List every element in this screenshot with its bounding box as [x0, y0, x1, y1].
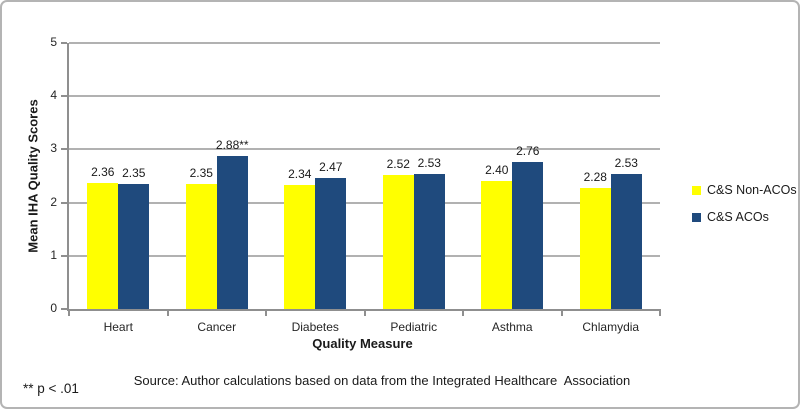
x-tick-mark: [166, 309, 169, 316]
gridline: [69, 42, 660, 44]
bar-value-label: 2.35: [122, 165, 146, 180]
bar-value-label: 2.53: [614, 156, 638, 171]
legend-item-acos: C&S ACOs: [692, 210, 797, 224]
gridline: [69, 148, 660, 151]
gridline: [69, 95, 660, 98]
y-tick-label: 0: [50, 301, 57, 315]
bar-value-label: 2.40: [485, 163, 509, 178]
bar-value-label: 2.53: [417, 156, 441, 171]
bar-value-label: 2.47: [319, 159, 343, 174]
significance-footnote: ** p < .01: [23, 381, 79, 396]
x-tick-mark: [659, 309, 661, 316]
gridline: [69, 254, 660, 257]
source-note: Source: Author calculations based on dat…: [133, 373, 631, 388]
bar-value-label: 2.76: [516, 144, 540, 159]
bar-value-label: 2.28: [583, 169, 607, 184]
bar-c-s-acos-pediatric: [413, 174, 445, 309]
x-category-label: Cancer: [197, 320, 237, 334]
plot-area: 0 1 2 3 4 5 Heart 2.36 2.35 Cancer 2.35 2.88** Diabe…: [50, 35, 661, 334]
bar-c-s-acos-asthma: [512, 162, 544, 309]
bar-value-label: 2.35: [189, 165, 213, 180]
y-tick-label: 2: [50, 194, 57, 209]
legend-swatch-acos-icon: [692, 212, 701, 222]
bar-c-s-non-acos-chlamydia: [579, 187, 611, 309]
x-tick-mark: [265, 309, 267, 316]
bar-c-s-non-acos-pediatric: [382, 174, 414, 309]
y-tick-mark: [61, 42, 67, 44]
legend-swatch-non-acos-icon: [692, 185, 701, 195]
y-tick-label: 4: [50, 88, 57, 103]
bar-value-label: 2.52: [386, 156, 410, 171]
y-tick-label: 5: [50, 35, 57, 49]
y-tick-mark: [61, 254, 67, 257]
bar-c-s-non-acos-heart: [87, 183, 119, 309]
bar-value-label: 2.88**: [215, 137, 249, 152]
x-tick-mark: [68, 309, 70, 316]
bar-c-s-non-acos-diabetes: [284, 184, 316, 309]
bar-value-label: 2.36: [91, 165, 115, 180]
legend-label-acos: C&S ACOs: [707, 210, 769, 224]
bar-c-s-acos-heart: [118, 183, 150, 309]
gridline: [69, 201, 660, 204]
y-tick-mark: [61, 201, 67, 204]
bar-value-label: 2.34: [288, 166, 312, 181]
y-tick-mark: [61, 95, 67, 98]
x-category-label: Chlamydia: [582, 320, 640, 334]
x-category-label: Heart: [103, 320, 133, 334]
x-axis-title: Quality Measure: [312, 336, 413, 351]
x-category-label: Diabetes: [291, 320, 339, 334]
x-tick-mark: [363, 309, 366, 316]
x-tick-mark: [560, 309, 563, 316]
legend-item-non-acos: C&S Non-ACOs: [692, 183, 797, 197]
legend: C&S Non-ACOs C&S ACOs: [692, 183, 797, 237]
y-tick-mark: [61, 148, 67, 151]
bar-c-s-non-acos-cancer: [185, 183, 217, 309]
y-tick-label: 3: [50, 141, 57, 156]
bar-c-s-acos-cancer: [216, 155, 248, 309]
y-axis-title: Mean IHA Quality Scores: [25, 99, 41, 253]
y-tick-label: 1: [50, 247, 57, 262]
bar-c-s-non-acos-asthma: [481, 181, 513, 309]
x-category-label: Pediatric: [390, 320, 438, 334]
bar-c-s-acos-chlamydia: [610, 174, 642, 309]
x-category-label: Asthma: [491, 320, 533, 334]
bar-c-s-acos-diabetes: [315, 177, 347, 309]
legend-label-non-acos: C&S Non-ACOs: [707, 183, 797, 197]
y-tick-mark: [61, 308, 67, 310]
x-tick-mark: [462, 309, 464, 316]
